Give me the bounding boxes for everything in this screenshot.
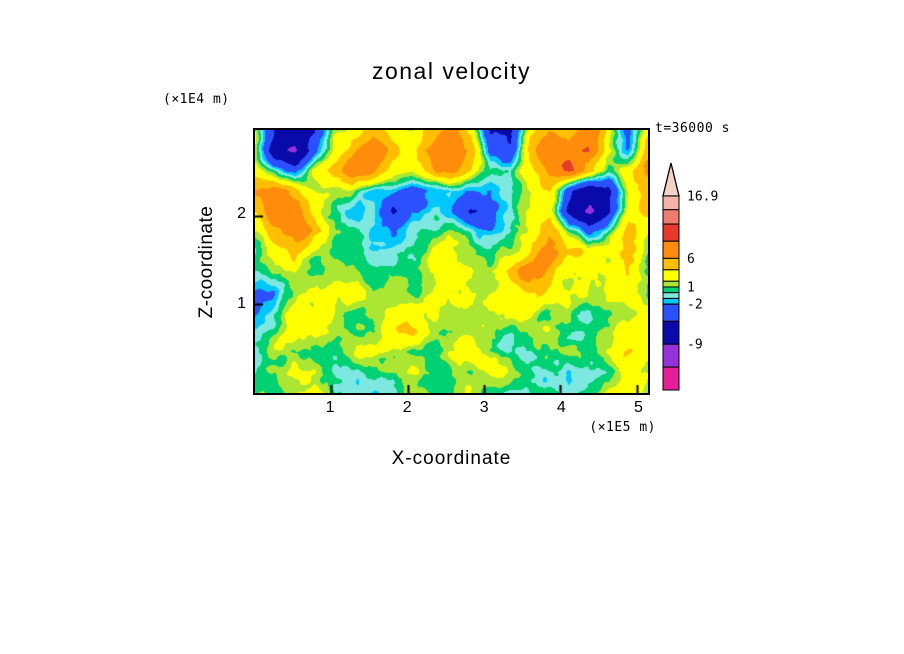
x-tick-label: 5 [633,399,643,416]
colorbar-tick-label: 1 [687,281,695,296]
colorbar-band [662,286,680,294]
y-axis-title: Z-coordinate [196,205,217,319]
colorbar: 16.9 6 1 -2 -9 [662,162,718,391]
x-axis-unit-label: (×1E5 m) [589,420,656,435]
x-tick-label: 3 [479,399,489,416]
colorbar-band [662,292,680,299]
x-tick-label: 4 [556,399,566,416]
colorbar-band [662,269,680,282]
colorbar-band [662,223,680,242]
x-tick-label: 2 [402,399,412,416]
y-tick-label: 1 [237,295,246,313]
colorbar-band [662,320,680,345]
colorbar-band [662,257,680,271]
chart-title: zonal velocity [371,58,532,84]
y-axis-unit-label: (×1E4 m) [163,92,230,107]
colorbar-band [662,297,680,305]
colorbar-tick-label: -2 [687,298,703,313]
colorbar-band [662,343,680,368]
y-tick-label: 2 [237,205,246,223]
colorbar-tick-label: 16.9 [687,190,718,205]
colorbar-tick-label: -9 [687,338,703,353]
x-tick-label: 1 [325,399,335,416]
plot-area [253,128,650,395]
colorbar-band [662,209,680,225]
time-label: t=36000 s [655,121,730,136]
colorbar-band [662,366,680,391]
colorbar-band [662,240,680,259]
x-axis-title: X-coordinate [391,448,512,469]
colorbar-band [662,303,680,322]
heatmap-canvas [255,130,648,393]
colorbar-tick-label: 6 [687,252,695,267]
colorbar-band [662,195,680,211]
colorbar-overflow-arrow [662,162,680,197]
colorbar-band [662,280,680,288]
